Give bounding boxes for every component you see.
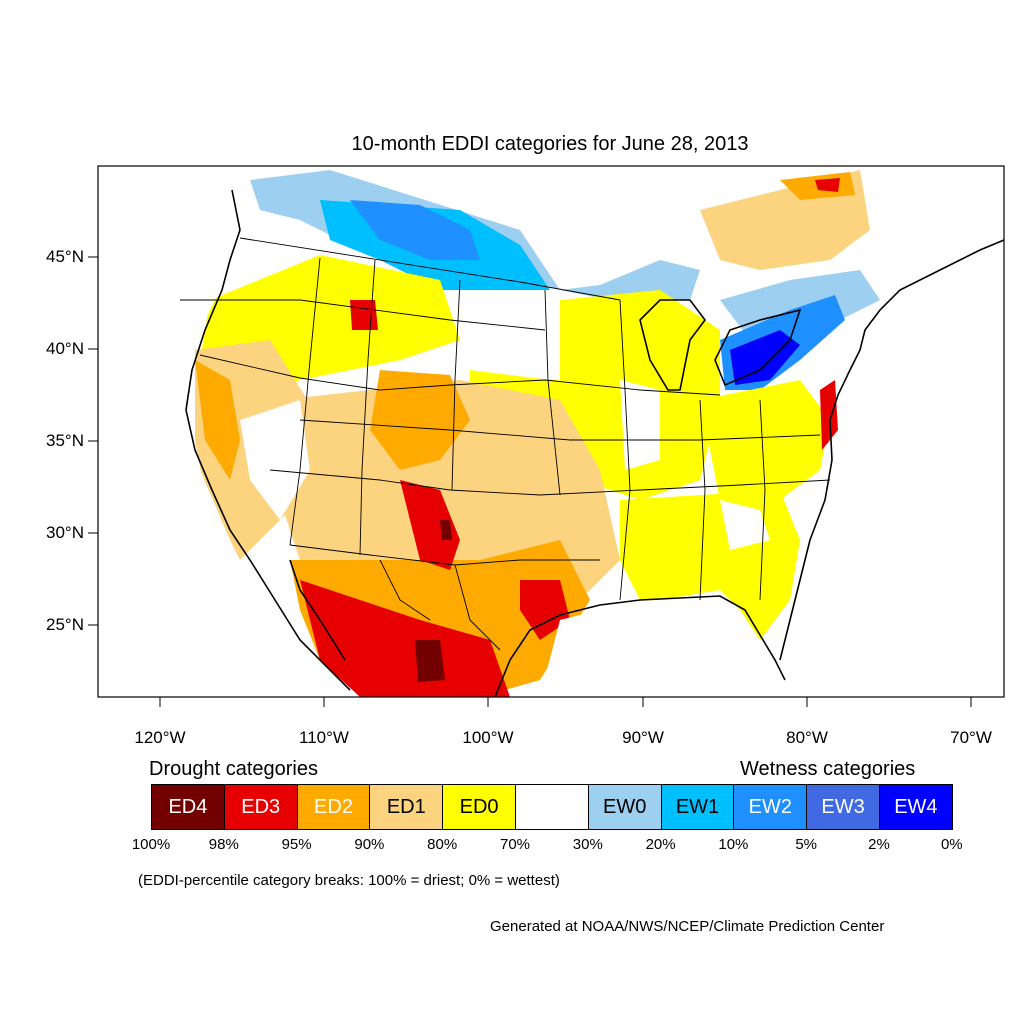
lat-label-25: 25°N: [46, 615, 84, 634]
lon-label-80: 80°W: [786, 728, 828, 747]
white-southeast: [720, 500, 770, 550]
drought-heading: Drought categories: [149, 758, 318, 780]
lat-label-35: 35°N: [46, 431, 84, 450]
percent-break-label: 70%: [499, 836, 531, 853]
ed3-texas: [400, 480, 460, 570]
state-borders: [180, 237, 831, 651]
atlantic-ocean: [800, 260, 1004, 697]
gulf-of-mexico: [540, 590, 820, 697]
ed3-montana: [350, 300, 378, 330]
ontario-wet-light: [720, 270, 880, 340]
quebec-ed3: [815, 178, 840, 192]
lon-ticks: [159, 697, 972, 707]
lat-label-45: 45°N: [46, 247, 84, 266]
map-frame: [97, 165, 1005, 698]
map-title-text: 10-month EDDI categories for June 28, 20…: [351, 133, 749, 155]
ontario-wet-deep: [730, 330, 800, 385]
percent-break-label: 100%: [131, 836, 171, 853]
legend-box-ew2: EW2: [733, 784, 808, 830]
percent-break-label: 20%: [645, 836, 676, 853]
ed2-plains: [370, 370, 470, 470]
white-nevada: [240, 400, 310, 520]
legend-box-ed1: ED1: [369, 784, 444, 830]
percent-break-label: 5%: [795, 836, 818, 853]
legend-box-ed0: ED0: [442, 784, 516, 830]
ed2-california: [195, 360, 240, 480]
percent-break-label: 90%: [354, 836, 385, 853]
legend-box-neutral: [515, 784, 589, 830]
percent-break-label: 0%: [940, 836, 963, 853]
lon-label-70: 70°W: [950, 728, 992, 747]
lon-label-120: 120°W: [134, 728, 186, 747]
percent-break-label: 95%: [281, 836, 312, 853]
legend-box-ed2: ED2: [296, 784, 371, 830]
percent-break-label: 10%: [718, 836, 749, 853]
ed4-mexico: [415, 640, 445, 682]
canada-wet-dark: [350, 200, 480, 260]
legend-box-ew1: EW1: [660, 784, 735, 830]
percent-break-label: 2%: [868, 836, 890, 853]
lon-label-100: 100°W: [462, 728, 514, 747]
credit-text: Generated at NOAA/NWS/NCEP/Climate Predi…: [490, 918, 885, 935]
legend-box-ew0: EW0: [587, 784, 662, 830]
ed0-east: [700, 380, 830, 500]
ed3-mexico: [300, 580, 510, 697]
legend-box-ew4: EW4: [879, 784, 953, 830]
ed3-atlantic: [820, 380, 838, 450]
lat-ticks: [88, 256, 98, 626]
coastlines: [185, 189, 1004, 697]
wetness-heading: Wetness categories: [740, 758, 916, 780]
lat-label-30: 30°N: [46, 523, 84, 542]
lat-label-40: 40°N: [46, 339, 84, 358]
white-plains: [460, 290, 550, 380]
ed4-texas: [440, 520, 452, 540]
legend-box-ed4: ED4: [151, 784, 225, 830]
ed3-east-texas: [520, 580, 570, 640]
lon-label-90: 90°W: [622, 728, 664, 747]
white-midwest: [620, 380, 660, 470]
legend-box-ed3: ED3: [223, 784, 298, 830]
legend-box-ew3: EW3: [806, 784, 880, 830]
percent-break-label: 98%: [208, 836, 239, 853]
percent-break-label: 80%: [427, 836, 458, 853]
lon-label-110: 110°W: [299, 728, 349, 747]
percent-break-label: 30%: [572, 836, 603, 853]
pacific-ocean: [98, 166, 330, 697]
legend-note: (EDDI-percentile category breaks: 100% =…: [138, 872, 560, 889]
